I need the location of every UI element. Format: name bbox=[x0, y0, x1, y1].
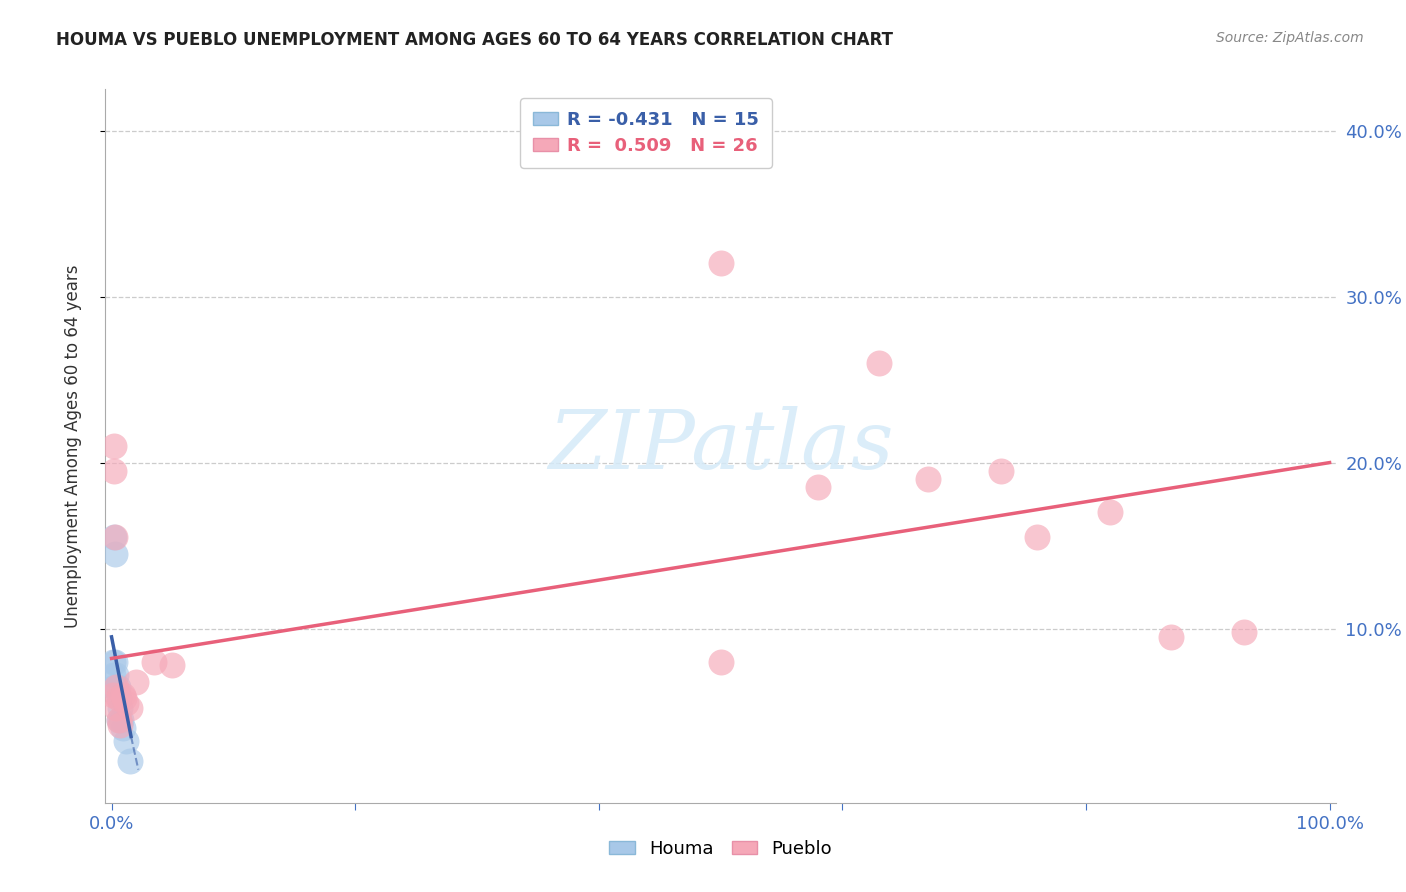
Point bbox=[1026, 530, 1049, 544]
Point bbox=[108, 718, 131, 732]
Point bbox=[107, 680, 129, 694]
Point bbox=[101, 668, 124, 682]
Point bbox=[118, 701, 141, 715]
Point bbox=[112, 691, 135, 706]
Point bbox=[104, 530, 127, 544]
Text: ZIPatlas: ZIPatlas bbox=[548, 406, 893, 486]
Point bbox=[162, 658, 184, 673]
Point bbox=[105, 668, 128, 682]
Point bbox=[103, 439, 125, 453]
Point bbox=[111, 688, 134, 702]
Point bbox=[103, 530, 125, 544]
Point bbox=[1160, 630, 1182, 644]
Point bbox=[1099, 505, 1122, 519]
Point bbox=[111, 721, 134, 735]
Point bbox=[108, 713, 131, 727]
Point bbox=[104, 655, 127, 669]
Point bbox=[1233, 624, 1256, 639]
Point bbox=[710, 256, 733, 270]
Point bbox=[105, 680, 128, 694]
Point bbox=[115, 696, 138, 710]
Point bbox=[990, 464, 1012, 478]
Y-axis label: Unemployment Among Ages 60 to 64 years: Unemployment Among Ages 60 to 64 years bbox=[63, 264, 82, 628]
Text: HOUMA VS PUEBLO UNEMPLOYMENT AMONG AGES 60 TO 64 YEARS CORRELATION CHART: HOUMA VS PUEBLO UNEMPLOYMENT AMONG AGES … bbox=[56, 31, 893, 49]
Point bbox=[917, 472, 939, 486]
Point bbox=[103, 680, 125, 694]
Legend: Houma, Pueblo: Houma, Pueblo bbox=[602, 833, 839, 865]
Point bbox=[104, 547, 127, 561]
Point bbox=[807, 481, 830, 495]
Point bbox=[108, 713, 131, 727]
Point bbox=[143, 655, 166, 669]
Point bbox=[110, 713, 132, 727]
Point bbox=[118, 754, 141, 768]
Point bbox=[105, 701, 128, 715]
Text: Source: ZipAtlas.com: Source: ZipAtlas.com bbox=[1216, 31, 1364, 45]
Point bbox=[108, 691, 131, 706]
Point bbox=[101, 655, 124, 669]
Point bbox=[710, 655, 733, 669]
Point bbox=[868, 356, 890, 370]
Point bbox=[125, 674, 148, 689]
Point bbox=[115, 734, 138, 748]
Point bbox=[101, 688, 124, 702]
Point bbox=[103, 464, 125, 478]
Point bbox=[107, 691, 129, 706]
Point bbox=[108, 701, 131, 715]
